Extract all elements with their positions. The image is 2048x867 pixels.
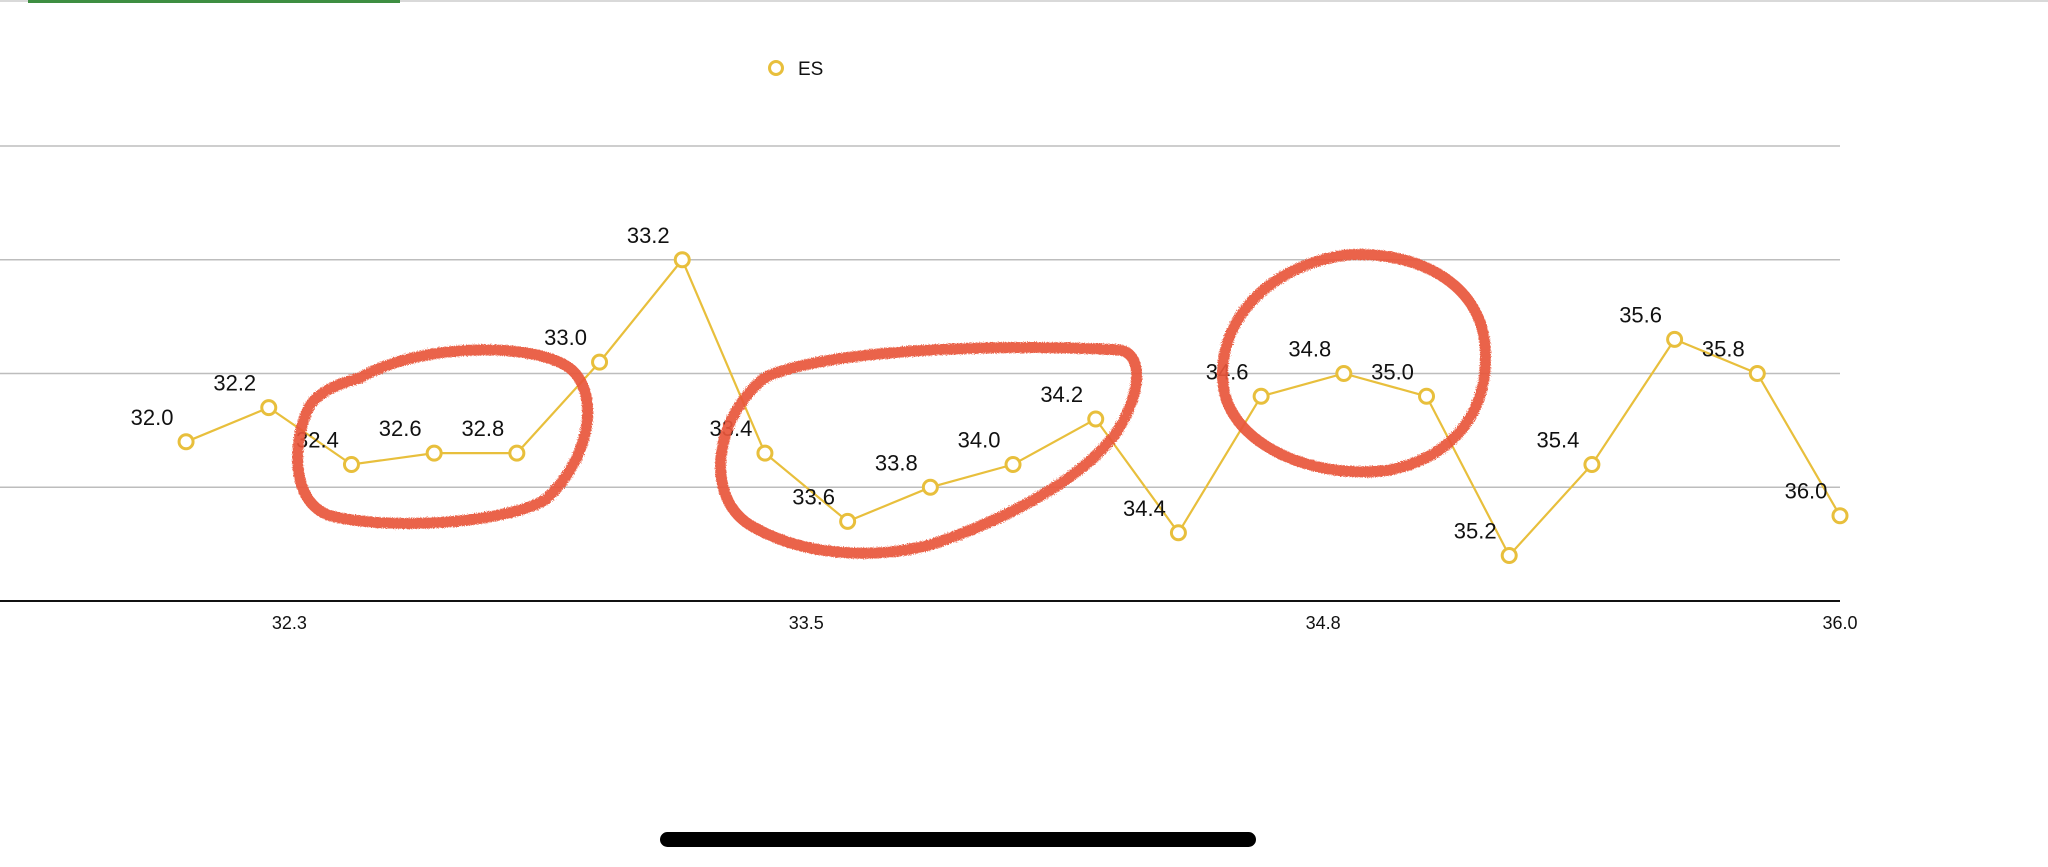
data-point: [1087, 410, 1105, 428]
data-point: [177, 433, 195, 451]
x-tick-label: 34.8: [1306, 613, 1341, 633]
data-label: 36.0: [1785, 479, 1828, 504]
data-label: 32.6: [379, 416, 422, 441]
data-point: [1831, 507, 1849, 525]
data-point: [1252, 387, 1270, 405]
annotation-circle-1: [292, 344, 594, 529]
data-point: [260, 399, 278, 417]
data-point: [673, 251, 691, 269]
progress-indicator: [28, 0, 400, 3]
home-indicator-bar[interactable]: [660, 832, 1256, 847]
data-labels: 32.032.232.4 32.6 32.833.033.233.433.633.8…: [131, 223, 1828, 544]
data-label: 34.0: [958, 428, 1001, 453]
annotation-circle-3: [1217, 249, 1492, 478]
data-point: [756, 444, 774, 462]
data-label: 35.0: [1371, 359, 1414, 384]
data-label: 32.2: [213, 371, 256, 396]
data-label: 35.6: [1619, 302, 1662, 327]
data-markers: [177, 251, 1849, 564]
data-label: 34.2: [1040, 382, 1083, 407]
legend-marker-icon: [768, 60, 784, 76]
data-label: 35.8: [1702, 337, 1745, 362]
data-point: [1748, 365, 1766, 382]
data-point: [342, 456, 360, 473]
data-point: [921, 478, 939, 496]
data-point: [1169, 524, 1187, 542]
data-label: 33.8: [875, 450, 918, 475]
legend: ES: [768, 59, 823, 80]
data-label: 34.4: [1123, 496, 1166, 521]
x-tick-label: 33.5: [789, 613, 824, 633]
data-label: 35.2: [1454, 519, 1497, 544]
x-tick-label: 32.3: [272, 613, 307, 633]
data-label: 33.0: [544, 325, 587, 350]
data-point: [1583, 456, 1601, 473]
data-point: [1500, 547, 1518, 564]
x-tick-label: 36.0: [1822, 613, 1857, 633]
top-divider: [0, 0, 2048, 2]
data-label: 33.2: [627, 223, 670, 248]
hand-drawn-annotations: [292, 249, 1492, 559]
data-label: 33.6: [792, 484, 835, 509]
x-axis-ticks: 32.3 33.5 34.8 36.0: [272, 613, 1858, 633]
data-label: 32.0: [131, 405, 174, 430]
annotation-circle-2: [715, 342, 1143, 559]
data-point: [1004, 456, 1022, 473]
legend-label: ES: [798, 59, 823, 80]
data-point: [1418, 387, 1436, 405]
data-point: [425, 444, 443, 462]
data-label: 34.8: [1288, 337, 1331, 362]
data-point: [508, 444, 526, 462]
data-label: 35.4: [1536, 428, 1579, 453]
data-point: [591, 353, 609, 371]
data-label: 32.8: [461, 416, 504, 441]
data-point: [1666, 330, 1684, 348]
data-point: [1335, 365, 1353, 382]
data-point: [839, 512, 857, 530]
